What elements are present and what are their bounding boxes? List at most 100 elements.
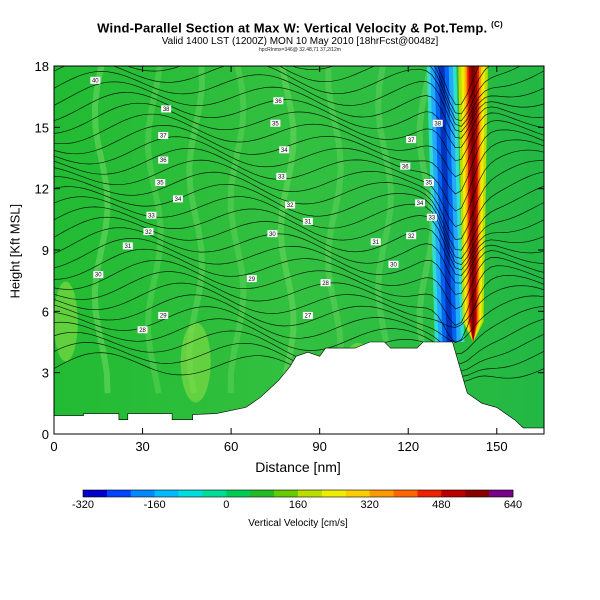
contour-label-bg: [267, 230, 278, 238]
y-tick-label: 3: [42, 366, 49, 381]
contour-label-text: 38: [434, 121, 441, 127]
weak-updraft-streak: [144, 66, 164, 394]
theta-contour-label: 38: [161, 105, 172, 113]
theta-contour-label: 35: [155, 179, 166, 187]
contour-label-bg: [400, 162, 411, 170]
colorbar-swatch: [489, 490, 514, 497]
contour-label-bg: [158, 311, 169, 319]
theta-contour-label: 34: [279, 146, 290, 154]
run-info: hpcRInmx=346@ 32.48,71 37,2/12m: [259, 47, 341, 53]
colorbar-tick-label: 320: [360, 499, 378, 511]
contour-label-text: 34: [417, 201, 424, 207]
contour-label-bg: [158, 132, 169, 140]
contour-label-text: 31: [124, 244, 131, 250]
y-tick-label: 9: [42, 243, 49, 258]
theta-contour: [54, 271, 544, 344]
contour-label-bg: [415, 199, 426, 207]
theta-contour: [54, 237, 544, 295]
chart-title: Wind-Parallel Section at Max W: Vertical…: [97, 20, 503, 36]
contour-label-bg: [320, 279, 331, 287]
theta-contour: [54, 81, 544, 139]
theta-contour: [54, 248, 544, 310]
colorbar-swatch: [369, 490, 394, 497]
contour-label-text: 30: [390, 263, 397, 269]
colorbar-tick-label: -160: [144, 499, 166, 511]
colorbar-swatch: [274, 490, 299, 497]
theta-contour-label: 30: [388, 260, 399, 269]
theta-contour-label: 34: [172, 195, 183, 203]
theta-contour: [290, 66, 490, 115]
theta-contour-label: 37: [406, 136, 417, 144]
theta-contour-label: 33: [276, 172, 287, 181]
theta-contour-label: 35: [423, 179, 434, 187]
contour-label-text: 33: [428, 215, 435, 221]
contour-label-bg: [276, 172, 287, 180]
contour-label-bg: [137, 326, 148, 334]
contour-label-bg: [406, 136, 417, 144]
theta-contour: [54, 318, 544, 364]
colorbar-swatch: [226, 490, 251, 497]
theta-contour: [54, 159, 544, 240]
contour-label-bg: [432, 119, 443, 127]
theta-contour-label: 29: [246, 275, 257, 283]
contour-label-text: 40: [92, 79, 99, 85]
contour-label-text: 28: [322, 281, 329, 287]
contour-label-bg: [146, 211, 157, 219]
contour-label-text: 29: [248, 277, 255, 283]
y-tick-label: 12: [35, 182, 49, 197]
theta-contour: [54, 71, 544, 133]
colorbar-swatch: [417, 490, 442, 497]
theta-contour-label: 36: [400, 162, 411, 170]
x-tick-label: 120: [397, 439, 419, 454]
y-tick-label: 6: [42, 304, 49, 319]
contour-label-bg: [122, 242, 133, 250]
theta-contour-label: 35: [270, 119, 281, 127]
weak-updraft-patch: [180, 322, 211, 403]
contour-label-text: 37: [160, 134, 167, 140]
theta-contour-label: 30: [93, 271, 104, 279]
colorbar-swatch: [178, 490, 203, 497]
theta-contour: [54, 183, 544, 259]
colorbar-swatch: [202, 490, 227, 497]
theta-contour: [54, 92, 544, 149]
contour-label-text: 33: [148, 213, 155, 219]
contour-label-text: 29: [160, 314, 167, 320]
colorbar-swatch: [441, 490, 466, 497]
colorbar-swatch: [465, 490, 490, 497]
theta-contour-label: 31: [302, 217, 313, 226]
x-axis-label: Distance [nm]: [255, 459, 341, 475]
contour-label-bg: [279, 146, 290, 154]
colorbar-tick-label: 640: [504, 499, 522, 511]
contour-label-bg: [285, 201, 296, 209]
y-tick-label: 0: [42, 427, 49, 442]
contour-label-bg: [302, 217, 313, 225]
contour-label-bg: [172, 195, 183, 203]
theta-contour: [54, 136, 544, 212]
contour-label-bg: [423, 179, 434, 187]
contour-label-bg: [93, 271, 104, 279]
theta-contour: [54, 259, 544, 326]
x-tick-label: 150: [486, 439, 508, 454]
contour-label-text: 28: [139, 328, 146, 334]
colorbar-swatch: [345, 490, 370, 497]
theta-contour: [54, 282, 544, 328]
terrain: [54, 341, 544, 434]
contour-label-bg: [143, 228, 154, 236]
contour-label-text: 36: [275, 99, 282, 105]
theta-contour: [54, 294, 544, 343]
chart-subtitle: Valid 1400 LST (1200Z) MON 10 May 2010 […: [161, 36, 439, 47]
theta-contour-label: 27: [302, 311, 313, 320]
theta-contour: [54, 306, 544, 355]
theta-contour-label: 40: [90, 76, 101, 85]
theta-contour-label: 31: [370, 238, 381, 246]
theta-contour-label: 30: [267, 230, 278, 238]
weak-updraft-streak: [325, 66, 344, 394]
contour-label-bg: [270, 119, 281, 127]
theta-contour-label: 28: [320, 279, 331, 287]
theta-contour: [54, 196, 544, 266]
theta-contour-label: 32: [285, 201, 296, 209]
colorbar-tick-label: 160: [289, 499, 307, 511]
theta-contour: [54, 216, 544, 276]
